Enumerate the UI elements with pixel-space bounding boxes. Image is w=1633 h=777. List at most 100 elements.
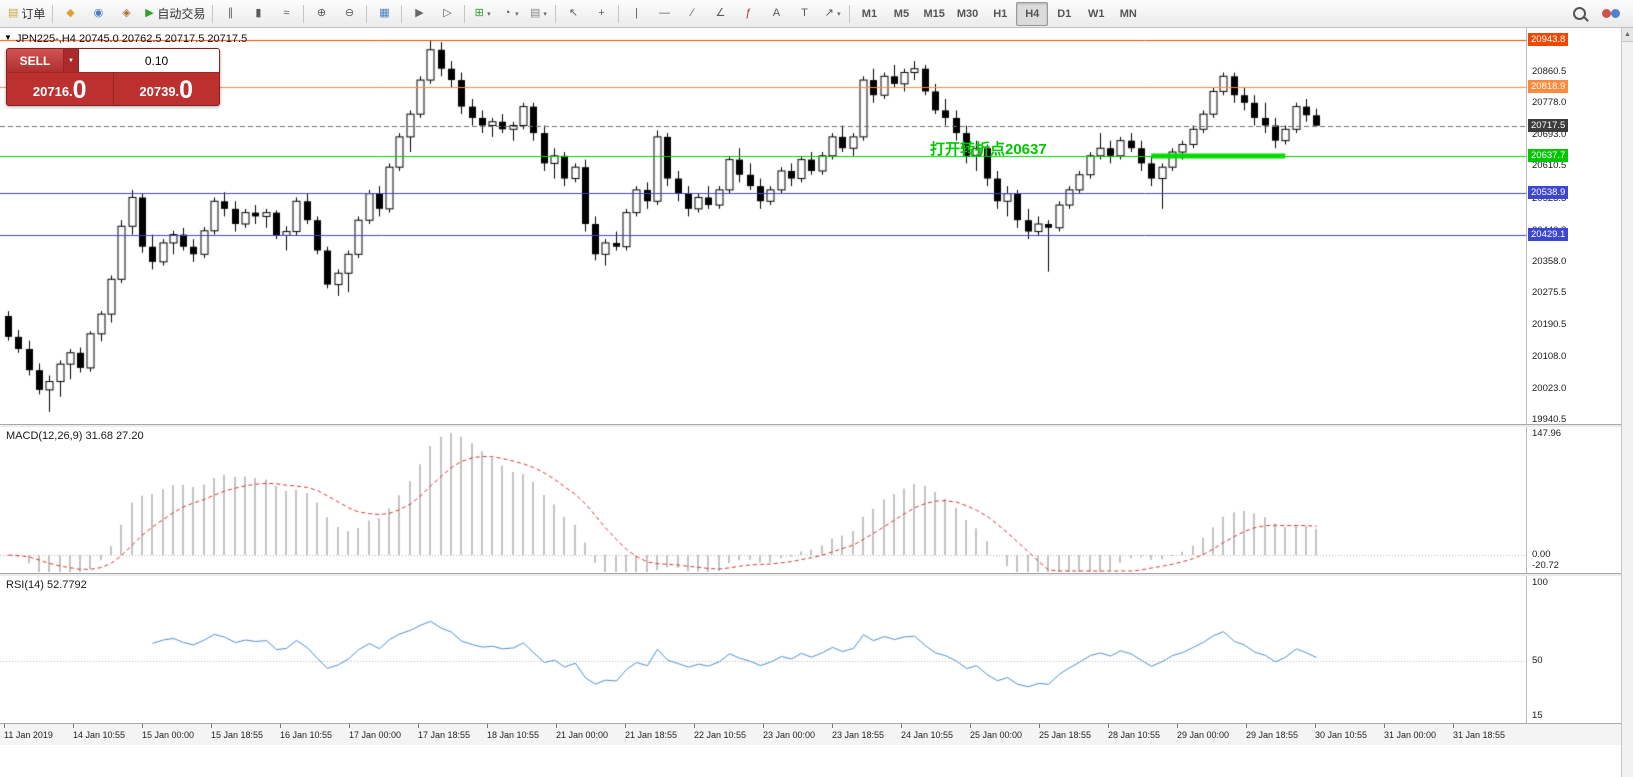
templates-icon-glyph: ▤	[529, 7, 541, 19]
time-axis-label: 29 Jan 18:55	[1246, 730, 1299, 740]
zoom-in-icon[interactable]: ⊕	[307, 2, 335, 26]
crosshair-icon[interactable]: +	[587, 2, 615, 26]
horizontal-line-icon[interactable]: —	[650, 2, 678, 26]
text-icon[interactable]: A	[762, 2, 790, 26]
zoom-out-icon-glyph: ⊖	[344, 7, 355, 19]
time-axis-label: 28 Jan 10:55	[1108, 730, 1161, 740]
fibonacci-icon[interactable]: ƒ	[734, 2, 762, 26]
time-axis-label: 31 Jan 00:00	[1384, 730, 1437, 740]
main-toolbar: ▤ 订单 ◆ ◉ ◈ ▶ 自动交易 ∥ ▮ ≈ ⊕ ⊖ ▦ ▶ ▷ ⊞ ▾ ◔ ▾ ▤ ▾ ↖ + | — ∕ ∠ ƒ A T ↗ ▾ M1 M…	[0, 0, 1633, 28]
time-axis-label: 16 Jan 10:55	[280, 730, 333, 740]
bid-price-pip: 0	[72, 76, 87, 104]
red-dot-icon	[1602, 9, 1611, 18]
label-icon[interactable]: T	[790, 2, 818, 26]
macd-label: MACD(12,26,9) 31.68 27.20	[6, 430, 144, 442]
timeframe-m5[interactable]: M5	[893, 7, 910, 20]
search-icon[interactable]	[1565, 2, 1593, 26]
time-axis-tick	[142, 724, 143, 728]
price-chart-canvas[interactable]	[0, 28, 1526, 424]
chart-context-icon[interactable]: ▼	[4, 33, 12, 42]
tile-windows-icon-glyph: ▦	[379, 7, 390, 19]
macd-chart-canvas[interactable]	[0, 427, 1526, 573]
time-axis-tick	[1246, 724, 1247, 728]
toolbar-separator	[849, 4, 851, 23]
macd-axis-label: 147.96	[1532, 428, 1562, 439]
turning-point-annotation[interactable]: 打开转折点20637	[930, 141, 1047, 158]
community-icon[interactable]	[1597, 2, 1625, 26]
vertical-line-icon-glyph: |	[635, 7, 638, 19]
market-icon[interactable]: ◈	[112, 2, 140, 26]
time-axis-label: 25 Jan 00:00	[970, 730, 1023, 740]
timeframe-m1[interactable]: M1	[861, 7, 878, 20]
candlestick-chart-icon[interactable]: ▮	[244, 2, 272, 26]
timeframe-mn[interactable]: MN	[1119, 7, 1137, 20]
indicators-icon[interactable]: ⊞ ▾	[468, 2, 496, 26]
time-axis-label: 24 Jan 10:55	[901, 730, 954, 740]
timeframe-h1[interactable]: H1	[993, 7, 1008, 20]
chart-window-icon-glyph: ◆	[66, 7, 75, 19]
magnifier-glass	[1572, 7, 1589, 22]
price-level-badge: 20943.8	[1528, 33, 1569, 46]
time-axis-tick	[280, 724, 281, 728]
timeframe-m15[interactable]: M15	[923, 7, 945, 20]
toolbar-separator	[212, 4, 214, 23]
time-axis-tick	[556, 724, 557, 728]
chart-shift-icon[interactable]: ▷	[433, 2, 461, 26]
time-axis-label: 17 Jan 00:00	[349, 730, 402, 740]
scroll-up-icon[interactable]: ▲	[1622, 28, 1633, 42]
time-axis-tick	[73, 724, 74, 728]
time-axis-tick	[970, 724, 971, 728]
timeframe-h4[interactable]: H4	[1016, 1, 1049, 26]
channel-icon[interactable]: ∠	[706, 2, 734, 26]
line-chart-icon[interactable]: ≈	[272, 2, 300, 26]
horizontal-line-icon-glyph: —	[658, 7, 670, 19]
time-axis: 11 Jan 2019 14 Jan 10:55 15 Jan 00:00 15 Ja…	[0, 723, 1621, 745]
toolbar-separator	[366, 4, 368, 23]
time-axis-label: 29 Jan 00:00	[1177, 730, 1230, 740]
timeframe-w1[interactable]: W1	[1088, 7, 1105, 20]
rsi-chart-canvas[interactable]	[0, 576, 1526, 723]
price-axis-label: 20275.5	[1532, 287, 1567, 299]
zoom-out-icon[interactable]: ⊖	[335, 2, 363, 26]
profile-icon[interactable]: ◉	[84, 2, 112, 26]
lot-size-input[interactable]	[79, 49, 219, 72]
new-order-button[interactable]: ▤ 订单	[4, 2, 49, 26]
bar-chart-icon[interactable]: ∥	[216, 2, 244, 26]
autoscroll-icon[interactable]: ▶	[405, 2, 433, 26]
toolbar-right-group	[1565, 2, 1629, 26]
timeframe-d1[interactable]: D1	[1057, 7, 1072, 20]
bid-price: 20716. 0	[7, 73, 114, 105]
rsi-axis-divider	[1526, 576, 1527, 723]
templates-icon[interactable]: ▤ ▾	[524, 2, 552, 26]
time-axis-tick	[1039, 724, 1040, 728]
toolbar-separator	[618, 4, 620, 23]
price-pane: ▼ JPN225-,H4 20745.0 20762.5 20717.5 207…	[0, 28, 1621, 424]
timeframe-m30[interactable]: M30	[956, 7, 979, 20]
time-axis-label: 21 Jan 18:55	[625, 730, 678, 740]
time-axis-label: 31 Jan 18:55	[1453, 730, 1506, 740]
label-icon-glyph: T	[801, 7, 808, 19]
trendline-icon[interactable]: ∕	[678, 2, 706, 26]
periods-icon[interactable]: ◔ ▾	[496, 2, 524, 26]
timeframe-group: M1 M5 M15 M30 H1 H4 D1 W1 MN	[853, 1, 1144, 26]
pane-separator[interactable]	[0, 573, 1621, 576]
toolbar-separator	[52, 4, 54, 23]
rsi-label: RSI(14) 52.7792	[6, 579, 87, 591]
price-axis-label: 19940.5	[1532, 414, 1567, 424]
vertical-line-icon[interactable]: |	[622, 2, 650, 26]
cursor-icon[interactable]: ↖	[559, 2, 587, 26]
time-axis-tick	[1177, 724, 1178, 728]
time-axis-tick	[1108, 724, 1109, 728]
pane-separator[interactable]	[0, 424, 1621, 427]
arrows-icon[interactable]: ↗ ▾	[818, 2, 846, 26]
tile-windows-icon[interactable]: ▦	[370, 2, 398, 26]
price-axis-label: 20190.5	[1532, 319, 1567, 331]
chart-title-ohlc: JPN225-,H4 20745.0 20762.5 20717.5 20717…	[16, 33, 248, 45]
chart-window-icon[interactable]: ◆	[56, 2, 84, 26]
time-axis-label: 25 Jan 18:55	[1039, 730, 1092, 740]
indicators-icon-glyph: ⊞	[474, 7, 484, 19]
autotrade-button[interactable]: ▶ 自动交易	[140, 2, 209, 26]
sell-button[interactable]: SELL	[7, 49, 63, 72]
order-type-caret-icon[interactable]: ▼	[63, 49, 79, 72]
vertical-scrollbar[interactable]: ▲	[1621, 28, 1633, 777]
